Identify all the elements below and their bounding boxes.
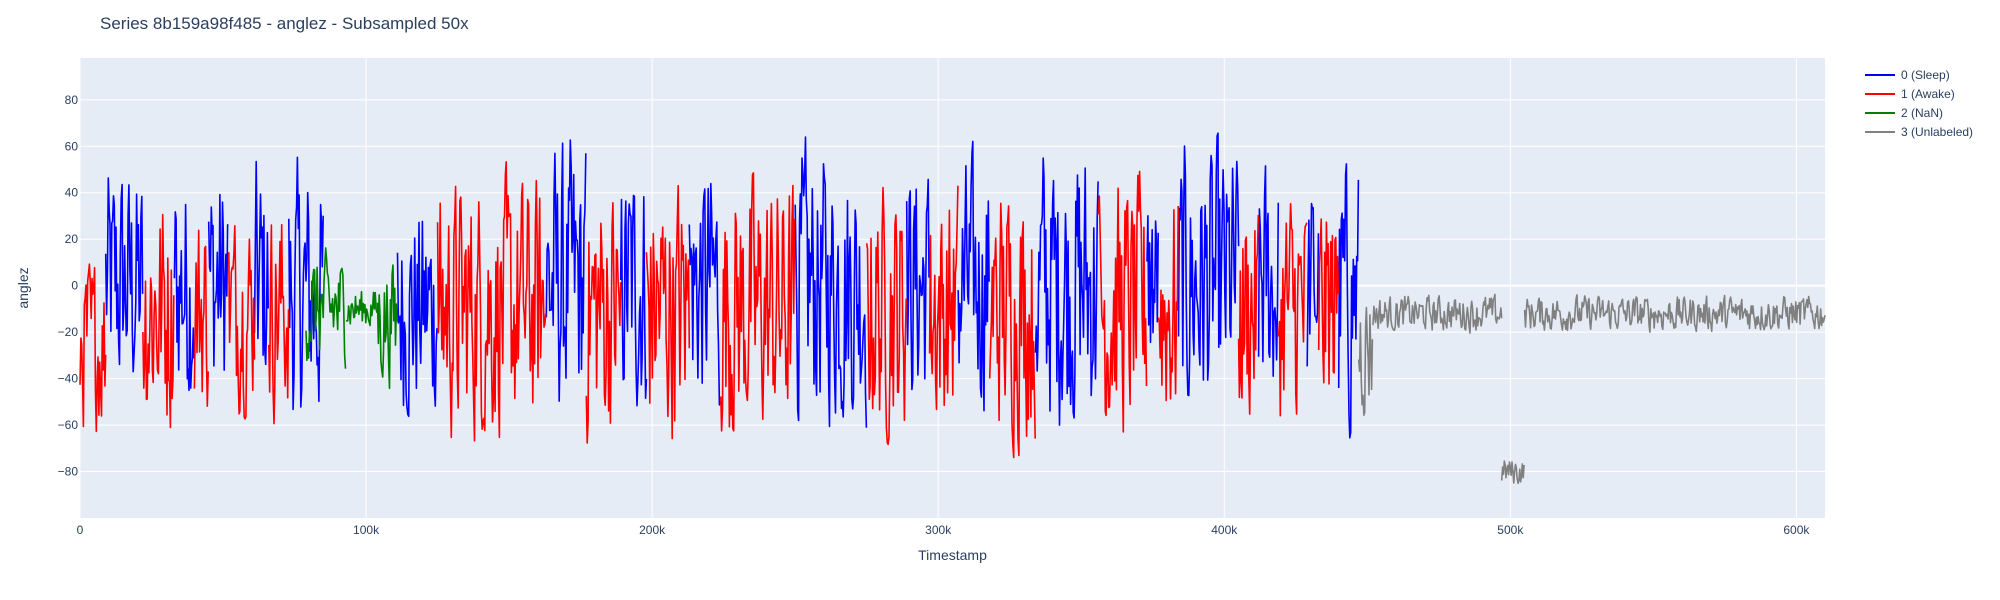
series-line-0 — [1337, 163, 1360, 439]
series-line-0 — [1146, 215, 1159, 344]
y-tick-label: 80 — [65, 93, 79, 107]
series-line-2 — [345, 290, 378, 327]
y-tick-label: 60 — [65, 139, 79, 153]
series-line-1 — [436, 161, 547, 442]
y-tick-label: −40 — [58, 372, 79, 386]
series-line-1 — [268, 223, 290, 425]
series-line-1 — [1157, 205, 1179, 402]
y-tick-label: −20 — [58, 325, 79, 339]
legend-item[interactable]: 0 (Sleep) — [1865, 68, 1950, 82]
series-line-0 — [288, 156, 324, 411]
series-line-0 — [173, 203, 195, 392]
x-tick-label: 100k — [353, 523, 380, 537]
series-line-1 — [720, 172, 796, 432]
legend-label: 0 (Sleep) — [1901, 68, 1950, 82]
series-line-1 — [645, 184, 691, 440]
chart-title: Series 8b159a98f485 - anglez - Subsample… — [100, 14, 469, 33]
series-line-1 — [228, 225, 256, 420]
series-line-0 — [1257, 165, 1280, 377]
series-line-0 — [957, 140, 990, 412]
x-axis-title: Timestamp — [918, 547, 987, 563]
legend[interactable]: 0 (Sleep) 1 (Awake) 2 (NaN) 3 (Unlabeled) — [1865, 68, 1973, 139]
series-line-2 — [305, 247, 347, 369]
series-line-0 — [688, 182, 721, 406]
series-line-3 — [1357, 306, 1374, 417]
series-line-1 — [79, 263, 107, 433]
series-line-1 — [928, 185, 959, 411]
series-line-1 — [1277, 202, 1308, 417]
legend-item[interactable]: 3 (Unlabeled) — [1865, 125, 1973, 139]
series-line-0 — [253, 160, 269, 366]
series-line-1 — [1097, 170, 1148, 433]
series-line-2 — [376, 264, 398, 390]
legend-item[interactable]: 2 (NaN) — [1865, 106, 1943, 120]
series-line-1 — [1317, 218, 1340, 385]
series-line-1 — [585, 202, 622, 444]
y-tick-label: −80 — [58, 465, 79, 479]
legend-label: 1 (Awake) — [1901, 87, 1955, 101]
series-line-0 — [545, 139, 587, 402]
y-tick-label: 0 — [71, 279, 78, 293]
series-line-1 — [865, 186, 907, 446]
series-line-3 — [1523, 294, 1826, 333]
plot-background — [80, 58, 1825, 518]
y-tick-label: −60 — [58, 418, 79, 432]
series-line-0 — [1177, 132, 1240, 397]
axis-ticks: 0 100k 200k 300k 400k 500k 600k −80 −60 −40 −20 0 20… — [58, 93, 1811, 537]
x-tick-label: 600k — [1783, 523, 1810, 537]
series-line-0 — [207, 193, 229, 371]
x-tick-label: 300k — [925, 523, 952, 537]
x-tick-label: 400k — [1211, 523, 1238, 537]
legend-item[interactable]: 1 (Awake) — [1865, 87, 1955, 101]
series-line-0 — [396, 220, 438, 418]
series-line-3 — [1500, 460, 1525, 485]
series-line-0 — [104, 177, 144, 373]
series-lines — [79, 132, 1826, 485]
series-line-1 — [988, 202, 1036, 459]
series-line-0 — [905, 178, 930, 391]
x-tick-label: 200k — [639, 523, 666, 537]
y-tick-label: 20 — [65, 232, 79, 246]
x-tick-label: 500k — [1497, 523, 1524, 537]
series-line-0 — [794, 136, 868, 428]
series-line-0 — [1306, 202, 1320, 367]
series-line-1 — [193, 229, 209, 408]
legend-label: 2 (NaN) — [1901, 106, 1943, 120]
series-line-0 — [1034, 157, 1099, 426]
y-axis-title: anglez — [15, 267, 31, 308]
legend-label: 3 (Unlabeled) — [1901, 125, 1973, 139]
series-line-1 — [1237, 214, 1260, 415]
y-tick-label: 40 — [65, 186, 79, 200]
series-line-3 — [1372, 293, 1503, 334]
series-line-1 — [142, 213, 175, 429]
x-tick-label: 0 — [77, 523, 84, 537]
series-line-0 — [619, 194, 648, 407]
